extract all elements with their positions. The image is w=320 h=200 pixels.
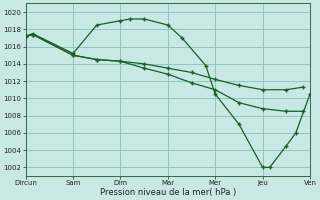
X-axis label: Pression niveau de la mer( hPa ): Pression niveau de la mer( hPa ) <box>100 188 236 197</box>
